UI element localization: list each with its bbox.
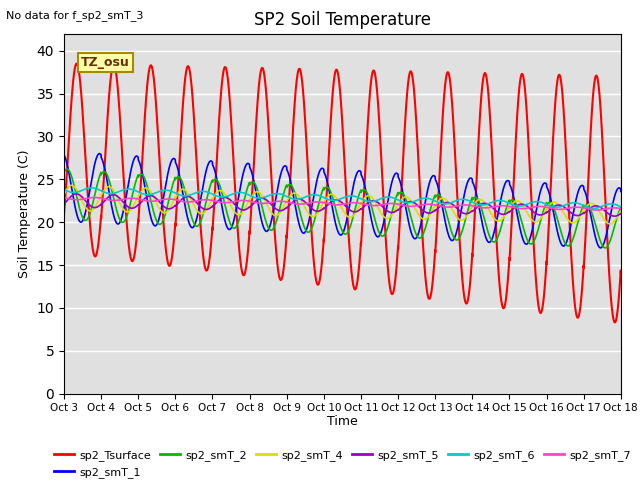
sp2_smT_7 <box>594 207 602 213</box>
sp2_smT_5 <box>72 191 80 197</box>
sp2_smT_4 <box>483 203 491 209</box>
sp2_smT_6 <box>250 194 257 200</box>
sp2_smT_4 <box>68 182 76 188</box>
Text: No data for f_sp2_smT_3: No data for f_sp2_smT_3 <box>6 10 144 21</box>
sp2_smT_1 <box>617 189 625 194</box>
sp2_smT_4 <box>617 209 625 215</box>
sp2_smT_7 <box>250 199 257 205</box>
sp2_smT_5 <box>611 213 618 219</box>
sp2_Tsurface <box>60 212 68 218</box>
Text: TZ_osu: TZ_osu <box>81 56 129 69</box>
sp2_Tsurface <box>73 61 81 67</box>
sp2_Tsurface <box>467 269 475 275</box>
sp2_smT_1 <box>596 245 604 251</box>
Line: sp2_smT_7: sp2_smT_7 <box>64 197 621 210</box>
Title: SP2 Soil Temperature: SP2 Soil Temperature <box>254 11 431 29</box>
sp2_smT_7 <box>617 206 625 212</box>
sp2_smT_6 <box>324 196 332 202</box>
sp2_Tsurface <box>611 320 619 325</box>
sp2_smT_4 <box>60 192 68 197</box>
sp2_smT_2 <box>63 166 71 172</box>
sp2_smT_6 <box>60 187 68 192</box>
sp2_smT_2 <box>602 245 609 251</box>
sp2_smT_5 <box>60 201 68 207</box>
sp2_smT_5 <box>250 201 257 206</box>
sp2_smT_1 <box>594 241 602 247</box>
Y-axis label: Soil Temperature (C): Soil Temperature (C) <box>18 149 31 278</box>
sp2_smT_2 <box>483 225 491 231</box>
sp2_smT_2 <box>587 207 595 213</box>
sp2_smT_5 <box>467 209 475 215</box>
sp2_Tsurface <box>250 172 257 178</box>
sp2_smT_6 <box>589 205 597 211</box>
Line: sp2_smT_6: sp2_smT_6 <box>64 188 621 208</box>
sp2_smT_1 <box>60 152 68 158</box>
X-axis label: Time: Time <box>327 415 358 428</box>
sp2_smT_5 <box>587 205 595 211</box>
Line: sp2_smT_5: sp2_smT_5 <box>64 194 621 216</box>
Line: sp2_smT_1: sp2_smT_1 <box>64 154 621 248</box>
sp2_Tsurface <box>594 75 602 81</box>
Legend: sp2_Tsurface, sp2_smT_1, sp2_smT_2, sp2_smT_4, sp2_smT_5, sp2_smT_6, sp2_smT_7: sp2_Tsurface, sp2_smT_1, sp2_smT_2, sp2_… <box>49 446 636 480</box>
sp2_smT_6 <box>467 199 475 204</box>
sp2_Tsurface <box>587 131 595 136</box>
sp2_smT_6 <box>594 205 602 211</box>
sp2_smT_6 <box>483 202 491 207</box>
sp2_smT_5 <box>594 203 602 209</box>
sp2_smT_4 <box>467 205 475 211</box>
sp2_smT_7 <box>90 194 98 200</box>
sp2_Tsurface <box>324 176 332 182</box>
sp2_smT_2 <box>324 184 332 190</box>
sp2_smT_7 <box>324 201 332 206</box>
sp2_smT_4 <box>324 194 332 200</box>
sp2_smT_1 <box>250 175 257 181</box>
sp2_smT_5 <box>483 201 491 206</box>
sp2_smT_6 <box>88 185 95 191</box>
sp2_smT_2 <box>250 179 257 185</box>
Line: sp2_smT_4: sp2_smT_4 <box>64 185 621 224</box>
sp2_smT_1 <box>483 237 491 243</box>
sp2_smT_2 <box>467 197 475 203</box>
sp2_smT_1 <box>95 151 103 156</box>
sp2_smT_2 <box>617 207 625 213</box>
sp2_smT_6 <box>587 205 595 211</box>
sp2_smT_2 <box>594 229 602 235</box>
sp2_smT_4 <box>594 205 602 211</box>
sp2_smT_7 <box>60 195 68 201</box>
sp2_smT_4 <box>587 201 595 206</box>
sp2_smT_7 <box>467 203 475 208</box>
Line: sp2_Tsurface: sp2_Tsurface <box>64 64 621 323</box>
sp2_smT_7 <box>483 205 491 211</box>
sp2_smT_1 <box>587 211 595 217</box>
sp2_smT_5 <box>324 202 332 208</box>
sp2_smT_4 <box>250 192 257 197</box>
sp2_smT_1 <box>467 175 475 181</box>
sp2_smT_1 <box>324 180 332 186</box>
sp2_smT_6 <box>617 204 625 210</box>
sp2_smT_7 <box>587 206 595 212</box>
sp2_Tsurface <box>617 270 625 276</box>
sp2_smT_5 <box>617 211 625 217</box>
sp2_smT_2 <box>60 169 68 175</box>
sp2_Tsurface <box>483 76 491 82</box>
sp2_smT_4 <box>606 221 614 227</box>
Line: sp2_smT_2: sp2_smT_2 <box>64 169 621 248</box>
sp2_smT_7 <box>593 207 600 213</box>
